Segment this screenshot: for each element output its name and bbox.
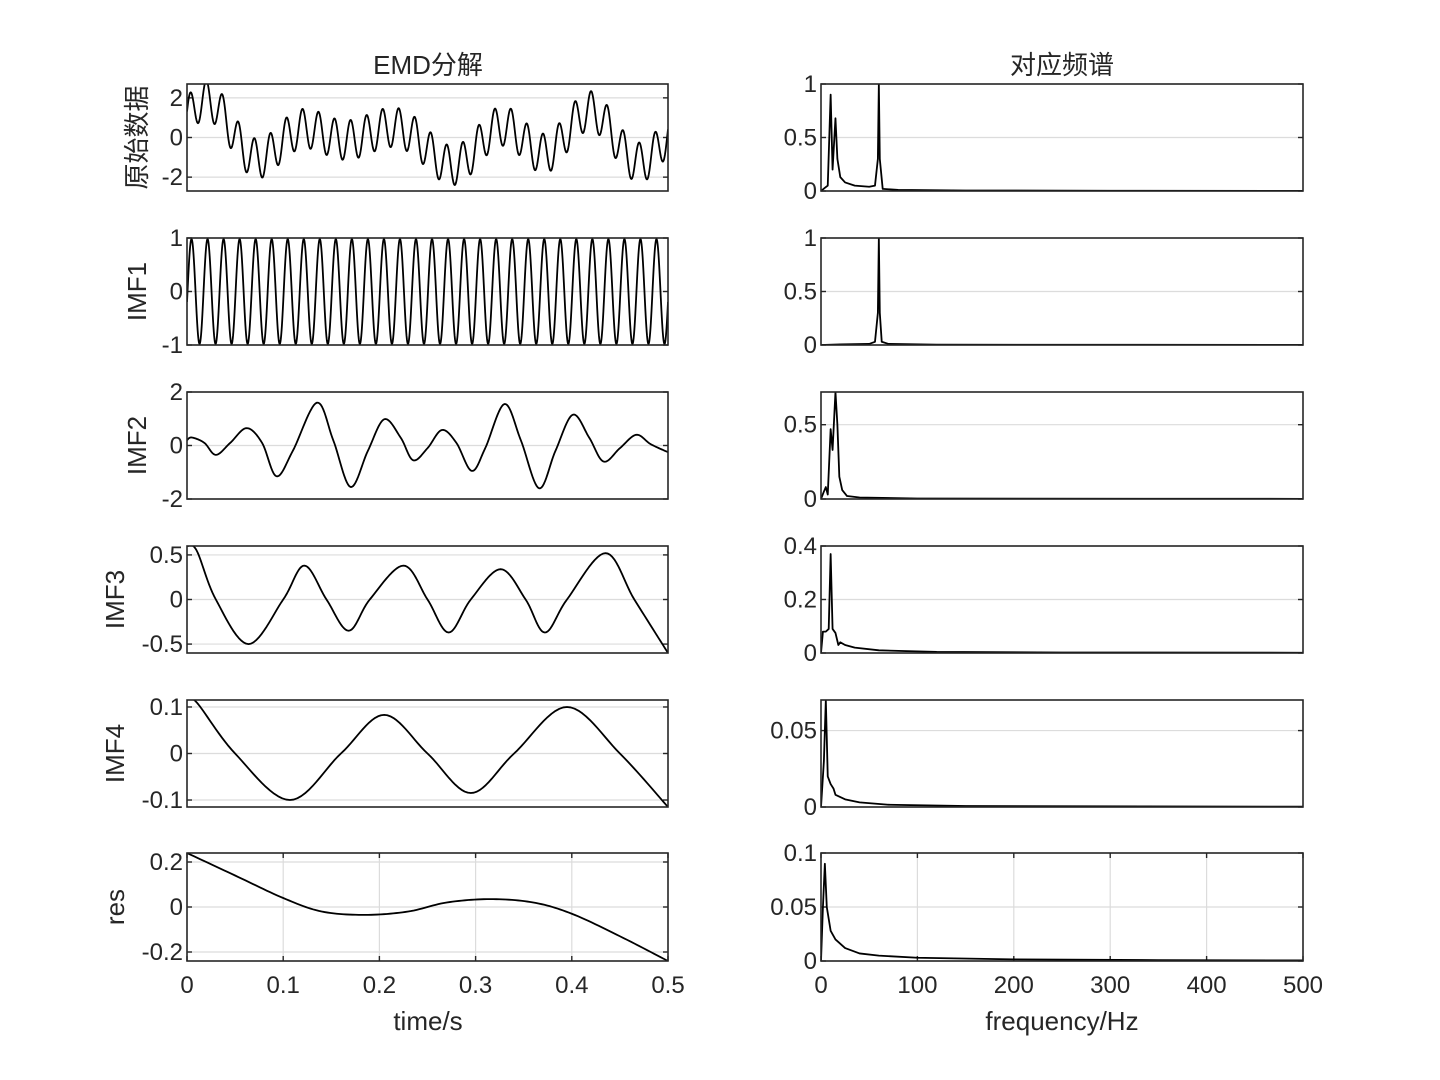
subplot-freq-1: 00.51 (784, 225, 1304, 359)
y-tick-label: 0 (170, 741, 183, 768)
signal-trace (187, 401, 668, 490)
frequency-axis-label: frequency/Hz (985, 1006, 1138, 1036)
subplot-freq-0: 00.51 (784, 71, 1304, 205)
y-tick-label: -1 (162, 332, 183, 359)
x-tick-label: 0.2 (363, 972, 396, 999)
y-axis-label: IMF2 (122, 416, 152, 475)
signal-trace (187, 546, 668, 653)
axes-frame (820, 391, 1304, 500)
subplot-freq-4: 00.05 (770, 699, 1304, 821)
y-tick-label: 2 (170, 85, 183, 112)
y-axis-label: IMF4 (100, 724, 130, 783)
axes-frame (186, 545, 669, 654)
signal-trace (821, 862, 1303, 961)
subplot-time-3: -0.5 0 0.5 IMF3 (100, 542, 669, 658)
signal-trace (821, 700, 1303, 807)
subplot-freq-3: 0 0.2 0.4 (784, 533, 1304, 667)
x-tick-label: 100 (897, 972, 937, 999)
y-tick-label: 0.1 (150, 694, 183, 721)
y-tick-label: 0 (170, 433, 183, 460)
subplot-freq-2: 00.5 (784, 391, 1304, 513)
signal-trace (187, 84, 668, 186)
y-tick-label: 0 (170, 279, 183, 306)
y-tick-label: 2 (170, 379, 183, 406)
y-tick-label: 0.05 (770, 894, 817, 921)
subplot-time-5: -0.2 0 0.2 0 0.1 0.2 0.3 0.4 0.5 res (100, 849, 685, 999)
right-column-title: 对应频谱 (1010, 50, 1114, 80)
subplot-time-2: -2 0 2 IMF2 (122, 379, 669, 513)
x-tick-label: 0.1 (267, 972, 300, 999)
time-axis-label: time/s (393, 1006, 462, 1036)
x-tick-label: 0.3 (459, 972, 492, 999)
y-tick-label: 0 (804, 640, 817, 667)
y-tick-label: 0.5 (784, 412, 817, 439)
axes-frame (820, 83, 1304, 192)
y-tick-label: -0.5 (142, 631, 183, 658)
y-tick-label: 0.2 (784, 587, 817, 614)
y-tick-label: 0.5 (150, 542, 183, 569)
axes-frame (820, 237, 1304, 346)
signal-trace (187, 853, 668, 961)
y-tick-label: 1 (804, 225, 817, 252)
x-tick-label: 0 (180, 972, 193, 999)
x-tick-label: 0.4 (555, 972, 588, 999)
x-tick-label: 500 (1283, 972, 1323, 999)
y-tick-label: 0 (804, 948, 817, 975)
signal-trace (821, 392, 1303, 499)
signal-trace (821, 238, 1303, 345)
subplot-freq-5: 0 0.05 0.1 0 100 200 300 400 500 (770, 840, 1323, 999)
y-tick-label: 0.05 (770, 718, 817, 745)
axes-frame (820, 699, 1304, 808)
x-tick-label: 200 (994, 972, 1034, 999)
axes-frame (820, 545, 1304, 654)
y-axis-label: IMF1 (122, 262, 152, 321)
signal-trace (821, 84, 1303, 191)
y-tick-label: 0.4 (784, 533, 817, 560)
axes-frame (186, 237, 669, 346)
y-tick-label: 0.5 (784, 125, 817, 152)
y-tick-label: 1 (804, 71, 817, 98)
y-tick-label: 0 (804, 332, 817, 359)
y-tick-label: 0.5 (784, 279, 817, 306)
x-tick-label: 300 (1090, 972, 1130, 999)
x-tick-label: 0 (814, 972, 827, 999)
x-tick-label: 0.5 (651, 972, 684, 999)
y-tick-label: -0.2 (142, 939, 183, 966)
y-tick-label: 0 (170, 894, 183, 921)
y-tick-label: 1 (170, 225, 183, 252)
y-tick-label: -2 (162, 164, 183, 191)
y-tick-label: 0 (804, 486, 817, 513)
signal-trace (821, 553, 1303, 653)
axes-frame (820, 852, 1304, 962)
y-tick-label: 0 (804, 794, 817, 821)
signal-trace (187, 700, 668, 807)
subplot-time-4: -0.1 0 0.1 IMF4 (100, 694, 669, 814)
y-axis-label: IMF3 (100, 570, 130, 629)
y-axis-label: res (100, 889, 130, 925)
subplot-grid: -202原始数据-101IMF1-202IMF2-0.500.5IMF3-0.1… (100, 71, 1323, 999)
signal-trace (187, 238, 668, 345)
y-tick-label: 0.2 (150, 849, 183, 876)
y-tick-label: 0.1 (784, 840, 817, 867)
x-tick-label: 400 (1187, 972, 1227, 999)
y-tick-label: 0 (170, 587, 183, 614)
subplot-time-0: -2 0 2 原始数据 (122, 83, 669, 192)
subplot-time-1: -1 0 1 IMF1 (122, 225, 669, 359)
y-tick-label: 0 (804, 178, 817, 205)
axes-frame (186, 699, 669, 808)
y-axis-label: 原始数据 (122, 85, 152, 189)
y-tick-label: -2 (162, 486, 183, 513)
axes-frame (186, 83, 669, 192)
left-column-title: EMD分解 (373, 50, 483, 80)
y-tick-label: -0.1 (142, 787, 183, 814)
y-tick-label: 0 (170, 125, 183, 152)
axes-frame (186, 391, 669, 500)
axes-frame (186, 852, 669, 962)
